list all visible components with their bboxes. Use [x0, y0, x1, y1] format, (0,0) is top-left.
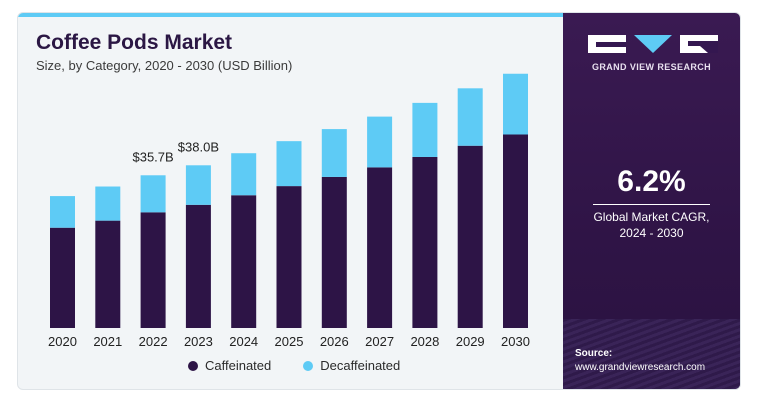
data-label-2022: $35.7B: [132, 149, 173, 164]
x-tick-label-2023: 2023: [184, 334, 213, 349]
bar-decaffeinated-2029: [457, 88, 483, 146]
x-tick-label-2027: 2027: [365, 334, 394, 349]
bar-caffeinated-2020: [50, 227, 75, 328]
bar-caffeinated-2029: [457, 145, 483, 328]
cagr-divider: [593, 204, 710, 205]
legend-swatch-decaffeinated: [303, 360, 314, 371]
data-label-2023: $38.0B: [178, 139, 219, 154]
source-band: [563, 319, 740, 389]
bar-caffeinated-2021: [95, 220, 121, 328]
x-tick-label-2022: 2022: [139, 334, 168, 349]
brand-name: GRAND VIEW RESEARCH: [591, 62, 712, 72]
x-tick-label-2030: 2030: [501, 334, 530, 349]
chart-legend: Caffeinated Decaffeinated: [188, 358, 400, 373]
bar-decaffeinated-2026: [321, 129, 347, 177]
cagr-label-line1: Global Market CAGR,: [593, 210, 710, 224]
bar-caffeinated-2026: [321, 176, 347, 328]
cagr-value: 6.2%: [617, 165, 686, 198]
x-tick-label-2020: 2020: [48, 334, 77, 349]
bar-decaffeinated-2025: [276, 141, 302, 187]
bar-caffeinated-2030: [503, 134, 528, 328]
bar-decaffeinated-2030: [503, 73, 528, 135]
bar-chart: 2020 2021 2022 2023 2024 2025 2026 2027 2028 2029…: [48, 73, 530, 349]
x-tick-label-2025: 2025: [275, 334, 304, 349]
chart-subtitle: Size, by Category, 2020 - 2030 (USD Bill…: [36, 58, 293, 73]
bar-caffeinated-2027: [367, 167, 393, 328]
legend-label-caffeinated: Caffeinated: [205, 358, 272, 373]
legend-item-decaffeinated: Decaffeinated: [303, 358, 400, 373]
bar-decaffeinated-2021: [95, 186, 121, 221]
cagr-label-line2: 2024 - 2030: [619, 226, 684, 240]
x-tick-label-2028: 2028: [410, 334, 439, 349]
x-tick-label-2029: 2029: [456, 334, 485, 349]
bar-caffeinated-2023: [185, 204, 211, 328]
x-tick-label-2026: 2026: [320, 334, 349, 349]
bar-decaffeinated-2023: [185, 165, 211, 205]
grand-view-research-logo: [588, 35, 718, 53]
bar-decaffeinated-2027: [367, 116, 393, 168]
bar-caffeinated-2028: [412, 156, 438, 328]
bar-decaffeinated-2024: [231, 153, 257, 196]
x-tick-label-2024: 2024: [229, 334, 258, 349]
legend-label-decaffeinated: Decaffeinated: [320, 358, 401, 373]
x-tick-label-2021: 2021: [93, 334, 122, 349]
summary-panel: GRAND VIEW RESEARCH 6.2% Global Market C…: [563, 13, 740, 389]
report-card: Coffee Pods Market Size, by Category, 20…: [17, 12, 741, 390]
bar-caffeinated-2025: [276, 186, 302, 328]
bar-decaffeinated-2020: [50, 196, 75, 228]
source-label: Source:: [575, 348, 613, 359]
bar-decaffeinated-2028: [412, 102, 438, 157]
legend-item-caffeinated: Caffeinated: [188, 358, 271, 373]
bar-decaffeinated-2022: [140, 175, 166, 213]
accent-bar: [18, 13, 563, 17]
cagr-label: Global Market CAGR, 2024 - 2030: [563, 209, 740, 241]
legend-swatch-caffeinated: [188, 360, 198, 371]
source-link[interactable]: www.grandviewresearch.com: [575, 362, 706, 373]
bar-caffeinated-2024: [231, 195, 257, 328]
chart-title: Coffee Pods Market: [36, 31, 233, 54]
bar-caffeinated-2022: [140, 212, 166, 328]
